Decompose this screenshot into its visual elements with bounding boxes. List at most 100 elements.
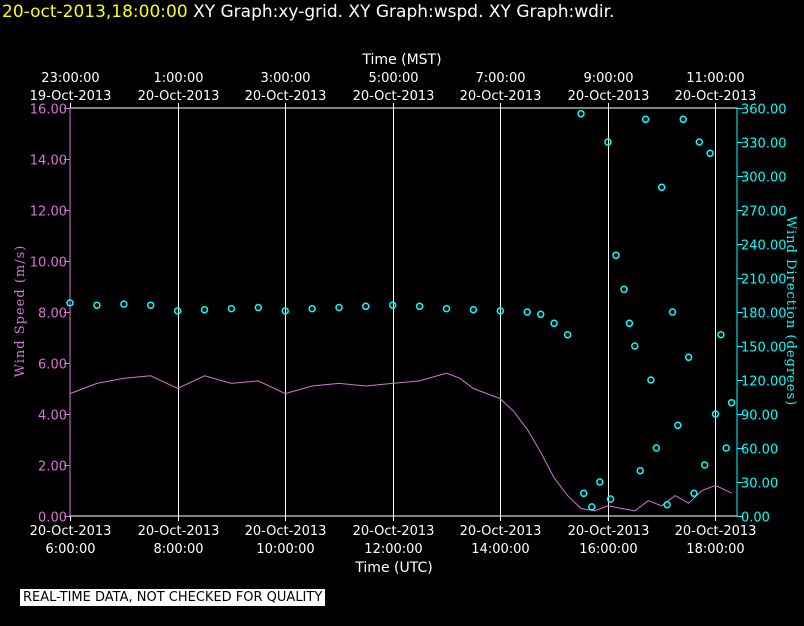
left-tick-label: 12.00 (30, 205, 67, 220)
wind-direction-point (388, 301, 397, 309)
wind-direction-point (335, 303, 343, 312)
right-tick-label: 120.00 (741, 375, 787, 390)
bottom-tick-date: 20-Oct-2013 (245, 524, 327, 539)
wind-direction-point (641, 115, 650, 124)
wind-direction-point (173, 307, 182, 315)
wind-direction-point (695, 138, 704, 146)
wind-direction-point (415, 302, 424, 311)
top-tick-date: 20-Oct-2013 (568, 89, 650, 104)
wind-direction-point (690, 489, 698, 498)
left-axis-title: Wind Speed (m/s) (13, 245, 28, 378)
bottom-tick-time: 8:00:00 (153, 542, 203, 557)
top-tick-time: 3:00:00 (260, 71, 310, 86)
top-tick-time: 7:00:00 (475, 71, 525, 86)
bottom-tick-date: 20-Oct-2013 (675, 524, 757, 539)
wind-direction-point (668, 308, 677, 316)
left-tick-label: 4.00 (38, 409, 67, 424)
wind-direction-point (727, 398, 736, 407)
bottom-tick-date: 20-Oct-2013 (460, 524, 542, 539)
wind-direction-point (563, 330, 572, 339)
wind-direction-point (700, 461, 709, 469)
left-tick-label: 6.00 (38, 358, 67, 373)
right-tick-label: 300.00 (741, 171, 787, 186)
wind-direction-point (577, 109, 585, 118)
bottom-tick-time: 14:00:00 (471, 542, 529, 557)
plot-frame (69, 107, 738, 517)
right-tick-label: 240.00 (741, 239, 787, 254)
wind-direction-point (717, 330, 725, 339)
bottom-tick-date: 20-Oct-2013 (568, 524, 650, 539)
right-tick-label: 270.00 (741, 205, 787, 220)
wind-direction-point (625, 319, 634, 328)
wind-direction-point (657, 183, 666, 192)
wind-direction-point (362, 302, 370, 311)
top-tick-time: 11:00:00 (686, 71, 744, 86)
right-tick-label: 90.00 (741, 409, 778, 424)
bottom-axis-title: Time (UTC) (354, 560, 432, 576)
bottom-tick-time: 12:00:00 (364, 542, 422, 557)
wind-direction-point (722, 444, 730, 452)
wind-direction-point (711, 410, 720, 418)
top-tick-date: 19-Oct-2013 (30, 89, 112, 104)
wind-direction-point (663, 500, 671, 509)
wind-direction-point (227, 304, 236, 313)
left-tick-label: 2.00 (38, 460, 67, 475)
wind-direction-point (612, 251, 620, 260)
wind-direction-point (523, 308, 531, 316)
top-axis-title: Time (MST) (361, 52, 441, 68)
wind-direction-point (636, 466, 644, 475)
wind-direction-point (588, 503, 596, 511)
wind-direction-point (281, 307, 289, 315)
wind-direction-point (706, 149, 714, 158)
bottom-tick-time: 18:00:00 (686, 542, 744, 557)
top-tick-date: 20-Oct-2013 (675, 89, 757, 104)
right-tick-label: 60.00 (741, 443, 778, 458)
tick-labels: 20-Oct-2013 6:00:00 23:00:00 19-Oct-2013 20-… (30, 71, 787, 557)
wind-direction-point (674, 421, 682, 430)
top-tick-date: 20-Oct-2013 (245, 89, 327, 104)
wind-direction-point (647, 376, 655, 384)
top-tick-date: 20-Oct-2013 (353, 89, 435, 104)
wind-direction-point (442, 304, 451, 313)
wind-direction-point (652, 444, 661, 452)
wind-direction-point (146, 301, 155, 309)
right-tick-label: 330.00 (741, 137, 787, 152)
wind-direction-point (620, 285, 628, 294)
top-tick-time: 5:00:00 (368, 71, 418, 86)
wind-direction-point (496, 307, 505, 315)
wind-direction-point (579, 489, 588, 498)
bottom-tick-time: 6:00:00 (45, 542, 95, 557)
bottom-tick-time: 10:00:00 (256, 542, 314, 557)
wind-direction-point (604, 138, 612, 146)
right-tick-label: 360.00 (741, 103, 787, 118)
quality-notice: REAL-TIME DATA, NOT CHECKED FOR QUALITY (20, 589, 326, 606)
right-tick-label: 210.00 (741, 273, 787, 288)
top-tick-date: 20-Oct-2013 (460, 89, 542, 104)
left-tick-label: 16.00 (30, 103, 67, 118)
header-graph-titles: XY Graph:xy-grid. XY Graph:wspd. XY Grap… (193, 2, 615, 22)
top-tick-time: 23:00:00 (41, 71, 99, 86)
left-tick-label: 8.00 (38, 307, 67, 322)
left-tick-label: 14.00 (30, 154, 67, 169)
right-tick-label: 30.00 (741, 477, 778, 492)
wind-direction-point (254, 303, 263, 312)
header-datetime: 20-oct-2013,18:00:00 (2, 2, 188, 22)
wind-direction-point (679, 115, 687, 124)
grid-lines (64, 103, 743, 521)
top-tick-time: 1:00:00 (153, 71, 203, 86)
wind-direction-point (550, 319, 558, 328)
bottom-tick-date: 20-Oct-2013 (138, 524, 220, 539)
wind-direction-point (536, 310, 545, 319)
right-tick-label: 0.00 (741, 511, 770, 526)
wind-direction-point (469, 305, 478, 314)
bottom-tick-time: 16:00:00 (579, 542, 637, 557)
wind-speed-line (69, 372, 732, 512)
right-tick-label: 150.00 (741, 341, 787, 356)
wind-direction-point (93, 301, 101, 309)
wind-direction-point (606, 495, 615, 503)
top-tick-time: 9:00:00 (583, 71, 633, 86)
right-tick-label: 180.00 (741, 307, 787, 322)
wind-direction-point (308, 304, 316, 313)
wind-direction-point (596, 478, 604, 486)
